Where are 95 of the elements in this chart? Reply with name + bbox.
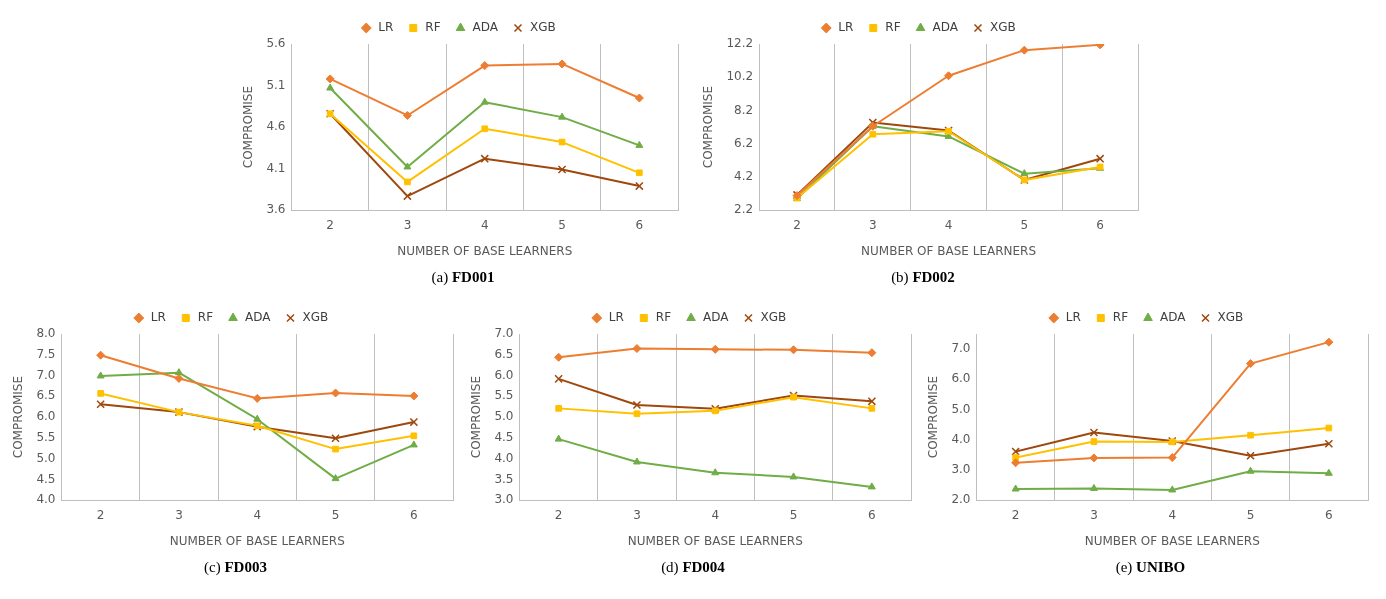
x-tick-label: 5 [558, 217, 566, 232]
x-tick-label: 6 [410, 507, 418, 522]
x-tick-label: 4 [253, 507, 262, 522]
y-tick-label: 4.5 [36, 471, 56, 486]
y-tick-label: 7.5 [36, 346, 56, 361]
y-tick-label: 3.5 [493, 471, 513, 486]
x-tick-label: 5 [331, 507, 340, 522]
legend-label: RF [197, 310, 214, 325]
x-tick-label: 5 [789, 507, 797, 522]
y-tick-label: 4.5 [493, 430, 513, 444]
text: (e) UNIBO [1115, 559, 1186, 575]
legend-label: ADA [932, 20, 959, 35]
y-tick-label: 6.2 [734, 135, 754, 150]
y-tick-label: 4.1 [266, 160, 286, 175]
x-tick-label: 2 [554, 507, 562, 522]
y-tick-label: 3.0 [493, 492, 513, 507]
x-tick-label: 2 [1011, 507, 1020, 522]
y-tick-label: 5.0 [36, 450, 56, 465]
y-tick-label: 7.0 [493, 326, 513, 341]
y-tick-label: 3.0 [951, 462, 971, 477]
y-tick-label: 5.0 [951, 401, 971, 416]
x-tick-label: 2 [96, 507, 105, 522]
x-tick-label: 4 [944, 217, 953, 232]
y-tick-label: 2.2 [734, 202, 754, 217]
x-axis-title: NUMBER OF BASE LEARNERS [627, 533, 803, 548]
legend-label: RF [885, 20, 901, 35]
legend-label: XGB [529, 20, 556, 35]
x-axis-title: NUMBER OF BASE LEARNERS [169, 533, 345, 548]
legend-label: RF [655, 310, 671, 325]
x-tick-label: 4 [1168, 507, 1177, 522]
legend-label: LR [378, 20, 394, 35]
y-tick-label: 5.0 [493, 409, 513, 424]
x-tick-label: 3 [1090, 507, 1098, 522]
x-axis-title: NUMBER OF BASE LEARNERS [1084, 533, 1260, 548]
legend-label: ADA [702, 310, 729, 325]
legend-label: XGB [759, 310, 786, 325]
legend-label: RF [425, 20, 441, 35]
y-tick-label: 4.0 [951, 431, 971, 446]
y-tick-label: 6.5 [36, 388, 56, 403]
y-tick-label: 6.5 [493, 346, 513, 361]
y-tick-label: 7.0 [36, 367, 56, 382]
y-axis-title: COMPROMISE [468, 375, 483, 459]
x-axis-title: NUMBER OF BASE LEARNERS [397, 243, 573, 258]
y-tick-label: 5.1 [266, 77, 286, 92]
y-tick-label: 5.5 [36, 430, 56, 444]
legend-label: LR [150, 310, 166, 325]
x-tick-label: 6 [635, 217, 644, 232]
y-tick-label: 6.0 [951, 371, 971, 386]
x-tick-label: 6 [1325, 507, 1333, 522]
legend-label: LR [608, 310, 624, 325]
y-axis-title: COMPROMISE [241, 85, 256, 169]
y-tick-label: 3.6 [266, 202, 286, 217]
x-axis-title: NUMBER OF BASE LEARNERS [861, 243, 1037, 258]
y-tick-label: 6.0 [36, 409, 56, 424]
y-tick-label: 5.6 [266, 36, 286, 51]
y-tick-label: 6.0 [493, 367, 513, 382]
legend-label: LR [838, 20, 854, 35]
text: (c) FD003 [204, 559, 267, 575]
x-tick-label: 3 [403, 217, 412, 232]
legend-label: XGB [1217, 310, 1244, 325]
legend-label: RF [1112, 310, 1129, 325]
legend-label: ADA [245, 310, 272, 325]
y-tick-label: 10.2 [726, 69, 754, 84]
y-tick-label: 8.2 [734, 102, 754, 117]
x-tick-label: 5 [1020, 217, 1029, 232]
legend-label: ADA [1160, 310, 1187, 325]
x-tick-label: 6 [1096, 217, 1104, 232]
x-tick-label: 4 [480, 217, 489, 232]
x-tick-label: 5 [1246, 507, 1255, 522]
legend-label: ADA [472, 20, 499, 35]
legend-label: XGB [989, 20, 1016, 35]
y-axis-title: COMPROMISE [11, 375, 26, 459]
x-tick-label: 2 [793, 217, 801, 232]
y-tick-label: 4.6 [266, 119, 286, 134]
x-tick-label: 6 [867, 507, 876, 522]
legend-label: XGB [302, 310, 329, 325]
y-tick-label: 12.2 [726, 36, 754, 51]
y-tick-label: 2.0 [951, 492, 971, 507]
x-tick-label: 3 [632, 507, 641, 522]
text: (d) FD004 [661, 559, 725, 575]
x-tick-label: 2 [326, 217, 334, 232]
y-axis-title: COMPROMISE [701, 85, 716, 169]
y-tick-label: 8.0 [36, 326, 56, 341]
y-tick-label: 4.2 [734, 169, 754, 184]
y-axis-title: COMPROMISE [926, 375, 941, 459]
x-tick-label: 3 [868, 217, 877, 232]
text: (a) FD001 [431, 269, 495, 285]
y-tick-label: 4.0 [36, 492, 56, 507]
text: (b) FD002 [891, 269, 955, 285]
x-tick-label: 4 [710, 507, 719, 522]
y-tick-label: 4.0 [493, 450, 513, 465]
x-tick-label: 3 [175, 507, 183, 522]
legend-label: LR [1065, 310, 1081, 325]
y-tick-label: 5.5 [493, 388, 513, 403]
y-tick-label: 7.0 [951, 341, 971, 356]
